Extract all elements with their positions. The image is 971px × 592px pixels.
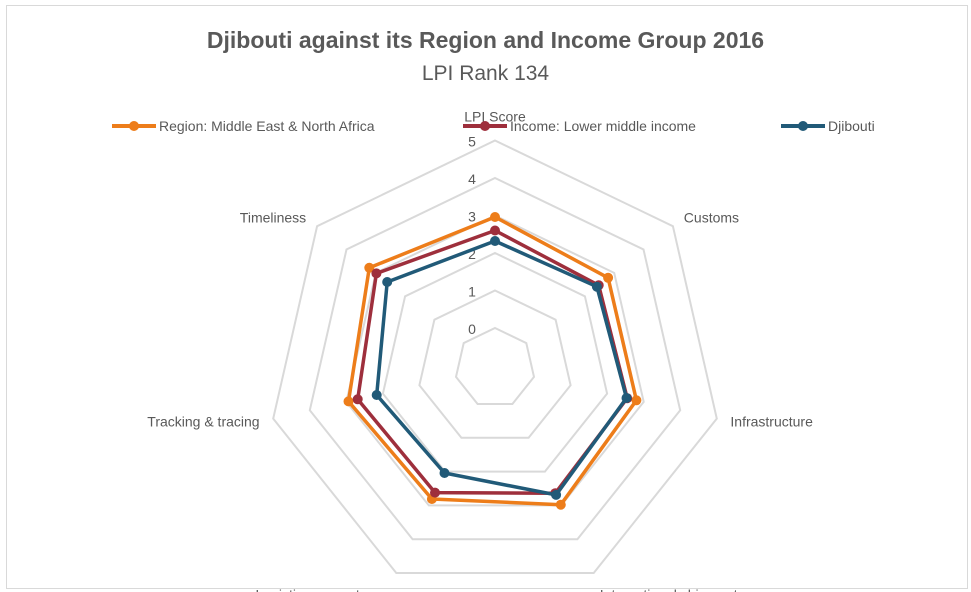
data-point [591,281,602,292]
data-point [352,394,363,405]
data-point [439,468,450,478]
axis-label-timeliness: Timeliness [240,209,306,225]
axis-label-lpi-score: LPI Score [464,109,526,125]
data-point [551,489,562,500]
legend: Region: Middle East & North Africa Income… [112,118,875,134]
axis-label-logistics-competence: Logistics competence [256,587,391,592]
grid-ring-0 [454,326,536,405]
radial-axis-ticks: 0 1 2 3 4 5 [468,134,476,338]
series-2 [371,236,632,500]
data-point [364,262,375,273]
radar-grid [272,139,718,574]
data-point [555,499,566,510]
series-layer [343,212,642,510]
data-point [371,268,382,279]
data-point [631,395,642,406]
axis-label-international-shipments: International shipments [600,587,745,592]
radial-tick-label: 2 [468,246,476,262]
chart-title: Djibouti against its Region and Income G… [206,27,765,53]
legend-label: Region: Middle East & North Africa [159,118,375,134]
radial-tick-label: 0 [468,321,476,337]
axis-label-infrastructure: Infrastructure [730,414,813,430]
radial-tick-label: 1 [468,284,476,300]
axis-label-customs: Customs [684,209,739,225]
data-point [343,396,354,407]
legend-item: Income: Lower middle income [463,118,696,134]
grid-ring-5 [272,139,718,574]
grid-ring-3 [345,214,645,507]
radial-tick-label: 5 [468,134,476,150]
series-0 [343,212,642,510]
data-point [382,277,393,287]
chart-subtitle: LPI Rank 134 [421,62,550,85]
series-line [374,239,629,497]
series-line [355,228,629,495]
grid-ring-1 [418,289,572,439]
data-point [621,393,632,403]
series-line [346,215,639,507]
legend-marker [798,121,808,131]
data-point [603,272,614,283]
category-axis-labels: LPI Score Customs Infrastructure Internatio… [147,109,813,592]
data-point [490,225,500,236]
data-point [490,236,500,246]
grid-ring-4 [308,176,682,541]
legend-label: Income: Lower middle income [510,118,696,134]
data-point [430,487,440,498]
grid-ring-2 [381,251,609,473]
legend-item: Djibouti [781,118,875,134]
radial-tick-label: 4 [468,171,476,187]
data-point [371,390,382,400]
legend-marker [480,121,490,131]
data-point [490,212,500,222]
legend-marker [129,121,139,131]
legend-item: Region: Middle East & North Africa [112,118,375,134]
axis-label-tracking-tracing: Tracking & tracing [147,414,259,430]
radial-tick-label: 3 [468,209,476,225]
legend-label: Djibouti [828,118,875,134]
